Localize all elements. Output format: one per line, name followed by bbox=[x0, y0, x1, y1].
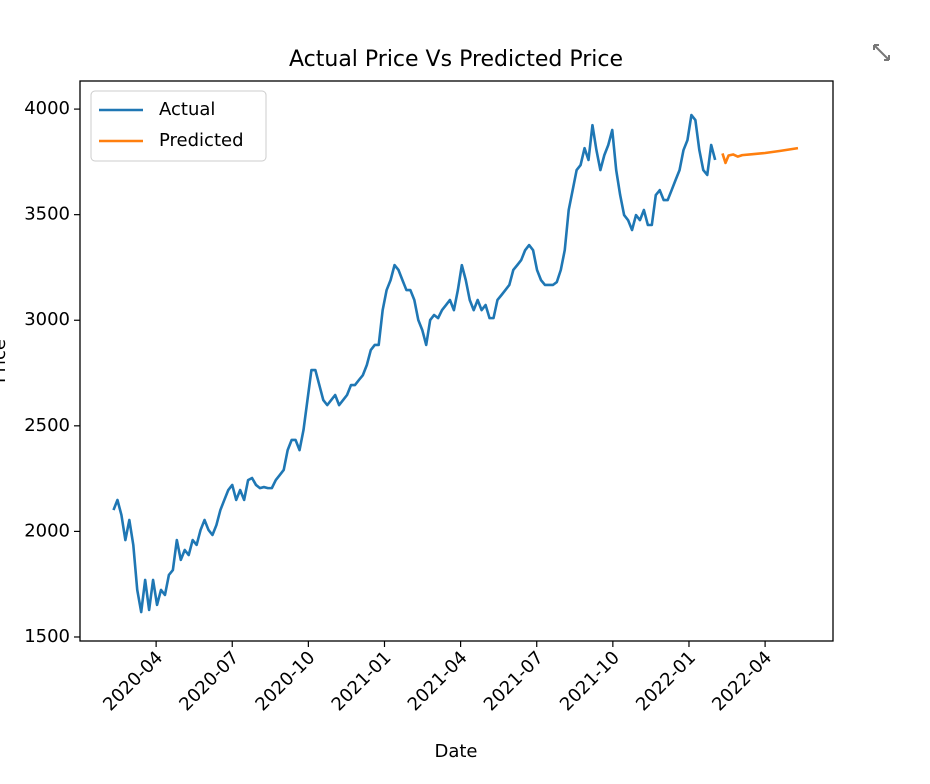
x-tick-label: 2022-01 bbox=[632, 647, 700, 715]
legend-label: Predicted bbox=[159, 130, 244, 151]
y-tick-label: 1500 bbox=[24, 626, 70, 647]
expand-icon[interactable] bbox=[873, 44, 890, 61]
x-tick-label: 2021-07 bbox=[480, 647, 548, 715]
x-tick-label: 2021-04 bbox=[404, 647, 472, 715]
y-tick-label: 3000 bbox=[24, 309, 70, 330]
x-tick-label: 2022-04 bbox=[708, 647, 776, 715]
line-series bbox=[721, 146, 799, 165]
y-tick-label: 2500 bbox=[24, 415, 70, 436]
chart-title: Actual Price Vs Predicted Price bbox=[289, 47, 623, 72]
x-tick-label: 2021-10 bbox=[556, 647, 624, 715]
legend-label: Actual bbox=[159, 99, 215, 120]
y-tick-label: 2000 bbox=[24, 520, 70, 541]
y-tick-label: 3500 bbox=[24, 204, 70, 225]
x-tick-label: 2021-01 bbox=[328, 647, 396, 715]
y-axis-label: Price bbox=[0, 339, 10, 383]
line-series bbox=[112, 113, 717, 614]
x-tick-label: 2020-04 bbox=[99, 647, 167, 715]
x-axis-label: Date bbox=[434, 741, 477, 762]
plot-area bbox=[79, 80, 834, 642]
x-tick-label: 2020-10 bbox=[251, 647, 319, 715]
y-tick-label: 4000 bbox=[24, 98, 70, 119]
legend-box bbox=[90, 90, 267, 162]
x-tick-label: 2020-07 bbox=[175, 647, 243, 715]
legend: Actual Predicted bbox=[90, 90, 267, 162]
